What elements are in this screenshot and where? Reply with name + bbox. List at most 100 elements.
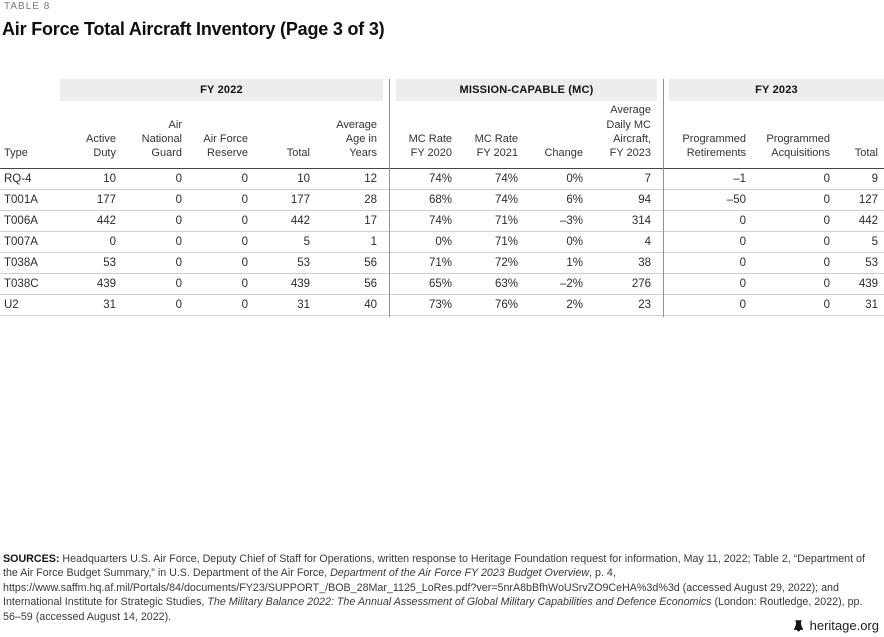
cell: 0: [188, 273, 254, 295]
footer-brand-text: heritage.org: [809, 618, 879, 633]
cell: 76%: [458, 294, 524, 316]
cell: 31: [60, 294, 122, 316]
cell: 65%: [383, 273, 458, 295]
cell: 74%: [383, 210, 458, 232]
cell: 442: [836, 210, 884, 232]
cell: 53: [60, 252, 122, 274]
cell: 0: [188, 231, 254, 253]
column-header-air-national-guard: Air National Guard: [122, 79, 188, 169]
sources-citation-italic: The Military Balance 2022: The Annual As…: [207, 596, 712, 609]
cell: 1: [316, 231, 383, 253]
group-divider: [663, 79, 664, 317]
sources-label: SOURCES:: [3, 552, 63, 565]
cell: 0: [122, 273, 188, 295]
cell: 0: [188, 294, 254, 316]
cell: 0: [752, 189, 836, 211]
column-header-total-fy2022: Total: [254, 79, 316, 169]
row-type: RQ-4: [0, 168, 60, 190]
cell: 0%: [383, 231, 458, 253]
column-header-active-duty: Active Duty: [60, 79, 122, 169]
cell: 0: [752, 210, 836, 232]
column-header-programmed-retirements: Programmed Retirements: [657, 79, 752, 169]
cell: 0: [657, 273, 752, 295]
row-type: T038A: [0, 252, 60, 274]
cell: 38: [589, 252, 657, 274]
cell: 31: [836, 294, 884, 316]
cell: 53: [254, 252, 316, 274]
cell: 439: [254, 273, 316, 295]
cell: 71%: [383, 252, 458, 274]
column-header-change: Change: [524, 79, 589, 169]
cell: 314: [589, 210, 657, 232]
cell: 0: [752, 252, 836, 274]
column-header-type: Type: [0, 79, 60, 169]
column-header-programmed-acquisitions: Programmed Acquisitions: [752, 79, 836, 169]
group-divider: [389, 79, 390, 317]
row-type: T038C: [0, 273, 60, 295]
cell: 0: [657, 210, 752, 232]
table-row: RQ-4 10 0 0 10 12 74% 74% 0% 7 –1 0 9: [0, 168, 884, 190]
cell: 0: [122, 210, 188, 232]
row-type: T006A: [0, 210, 60, 232]
cell: 127: [836, 189, 884, 211]
cell: 4: [589, 231, 657, 253]
row-type: T007A: [0, 231, 60, 253]
cell: 23: [589, 294, 657, 316]
cell: 63%: [458, 273, 524, 295]
cell: 0: [188, 252, 254, 274]
row-type: T001A: [0, 189, 60, 211]
header-row: Type Active Duty Air National Guard Air …: [0, 79, 884, 169]
sources-text: , p. 4, https://www.saffm.hq.af.mil/Port…: [3, 567, 839, 609]
column-header-total-fy2023: Total: [836, 79, 884, 169]
aircraft-inventory-table: FY 2022 MISSION-CAPABLE (MC) FY 2023 Typ…: [0, 79, 884, 318]
cell: 6%: [524, 189, 589, 211]
page-title: Air Force Total Aircraft Inventory (Page…: [2, 19, 385, 39]
cell: 0: [122, 168, 188, 190]
column-header-air-force-reserve: Air Force Reserve: [188, 79, 254, 169]
table-number-label: TABLE 8: [4, 1, 51, 12]
cell: 71%: [458, 231, 524, 253]
cell: 74%: [383, 168, 458, 190]
cell: 2%: [524, 294, 589, 316]
cell: 40: [316, 294, 383, 316]
column-header-average-age: Average Age in Years: [316, 79, 383, 169]
cell: 0: [657, 252, 752, 274]
cell: 439: [836, 273, 884, 295]
cell: 0: [188, 189, 254, 211]
cell: 439: [60, 273, 122, 295]
cell: 17: [316, 210, 383, 232]
cell: 56: [316, 273, 383, 295]
cell: 72%: [458, 252, 524, 274]
cell: 94: [589, 189, 657, 211]
cell: 0%: [524, 168, 589, 190]
cell: 0: [122, 231, 188, 253]
cell: 0: [60, 231, 122, 253]
cell: 9: [836, 168, 884, 190]
cell: 71%: [458, 210, 524, 232]
sources-citation-italic: Department of the Air Force FY 2023 Budg…: [330, 567, 590, 580]
row-type: U2: [0, 294, 60, 316]
cell: 0: [122, 294, 188, 316]
cell: 0: [752, 231, 836, 253]
data-table: Type Active Duty Air National Guard Air …: [0, 79, 884, 316]
sources-text: (London: Routledge, 2022), pp. 56–59 (ac…: [3, 596, 863, 624]
cell: 10: [60, 168, 122, 190]
cell: 0: [188, 210, 254, 232]
column-header-avg-daily-mc: Average Daily MC Aircraft, FY 2023: [589, 79, 657, 169]
column-header-mc-rate-fy2021: MC Rate FY 2021: [458, 79, 524, 169]
cell: 0: [122, 189, 188, 211]
cell: –2%: [524, 273, 589, 295]
cell: –50: [657, 189, 752, 211]
cell: 12: [316, 168, 383, 190]
cell: 74%: [458, 189, 524, 211]
cell: 10: [254, 168, 316, 190]
cell: 177: [254, 189, 316, 211]
cell: 0: [122, 252, 188, 274]
cell: –1: [657, 168, 752, 190]
sources-note: SOURCES: Headquarters U.S. Air Force, De…: [3, 552, 880, 625]
cell: 0: [188, 168, 254, 190]
cell: 28: [316, 189, 383, 211]
cell: 53: [836, 252, 884, 274]
cell: 0: [752, 294, 836, 316]
sources-text: Headquarters U.S. Air Force, Deputy Chie…: [3, 552, 865, 580]
